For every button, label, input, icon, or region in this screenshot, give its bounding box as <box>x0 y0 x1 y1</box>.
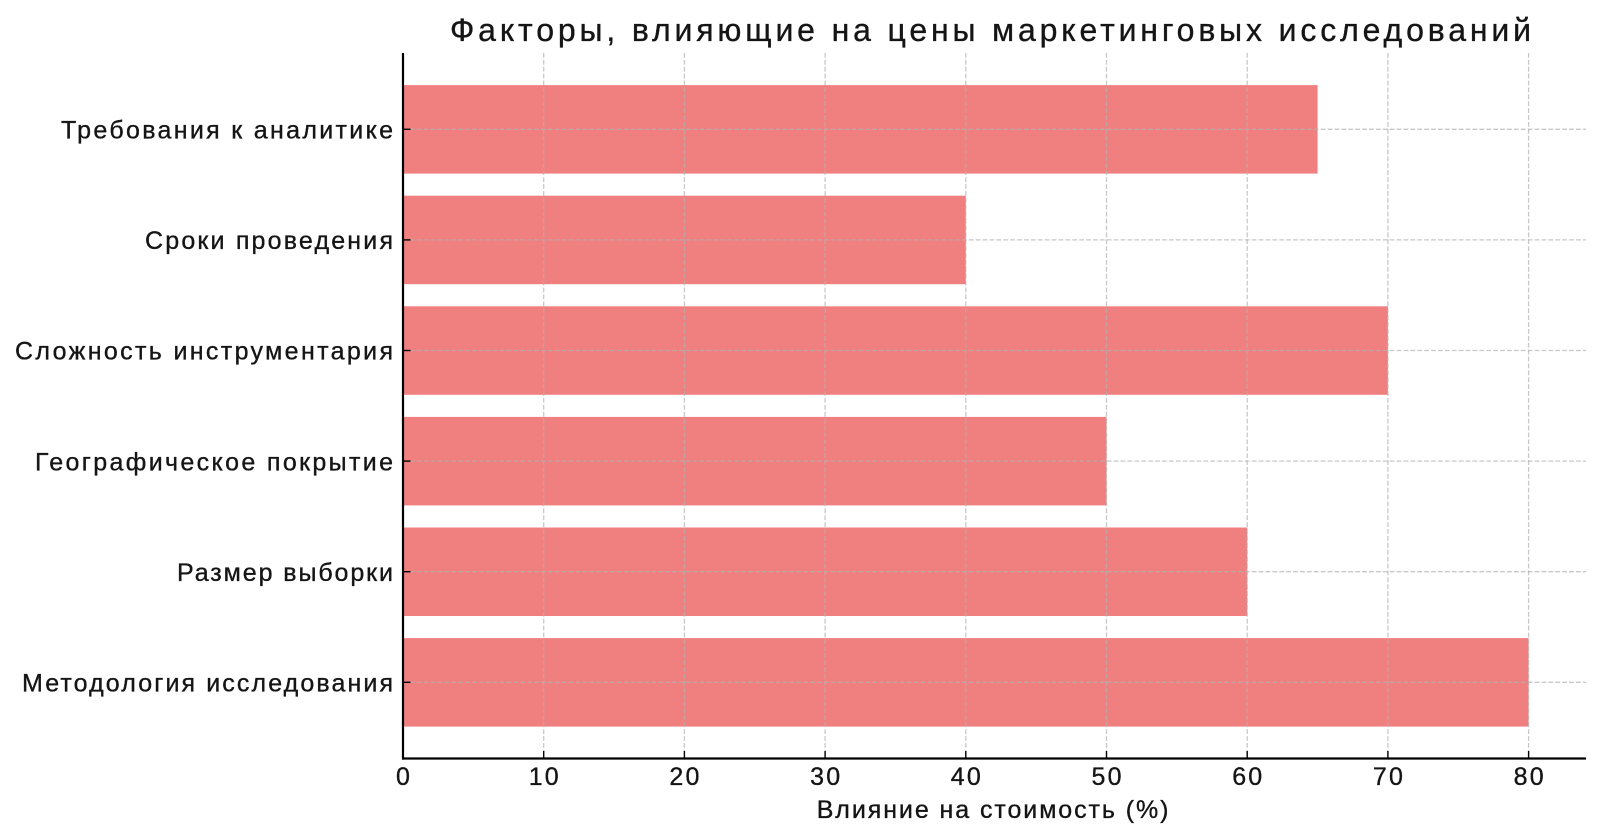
svg-text:0: 0 <box>396 763 410 791</box>
svg-text:Географическое покрытие: Географическое покрытие <box>35 448 393 476</box>
svg-text:Требования к аналитике: Требования к аналитике <box>61 117 393 145</box>
svg-text:Методология исследования: Методология исследования <box>22 670 393 698</box>
svg-text:Сроки проведения: Сроки проведения <box>145 227 393 255</box>
svg-text:Размер выборки: Размер выборки <box>177 559 393 587</box>
